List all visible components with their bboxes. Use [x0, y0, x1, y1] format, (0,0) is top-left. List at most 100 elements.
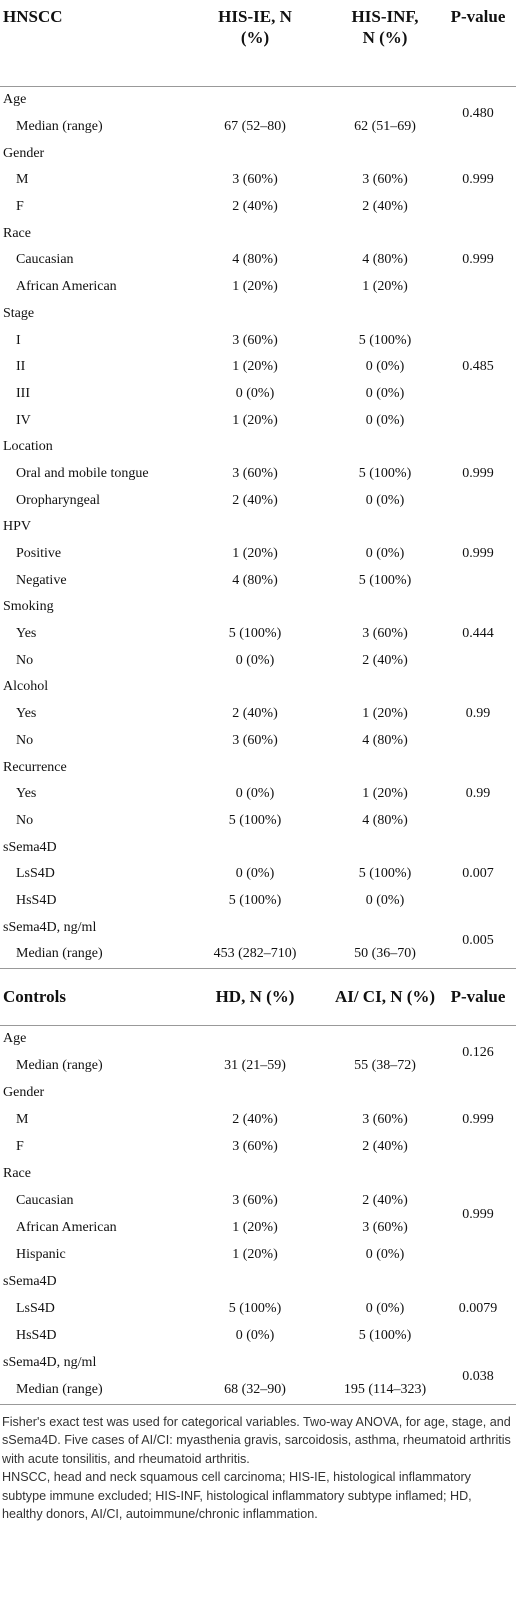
- p-value: 0.999: [462, 172, 494, 188]
- row-label: II: [16, 359, 26, 375]
- empty-cell: [330, 674, 440, 701]
- header-text: AI/ CI, N (%): [334, 987, 436, 1007]
- empty-cell: [330, 1350, 440, 1377]
- p-value: 0.999: [462, 1206, 494, 1222]
- header-cell: HD, N (%): [180, 968, 330, 1026]
- table-header: HNSCC HIS-IE, N (%) HIS-INF, N (%) P-value: [0, 0, 516, 87]
- data-row: Median (range) 453 (282–710) 50 (36–70): [0, 941, 516, 968]
- p-value: 0.444: [462, 626, 494, 642]
- empty-cell: [180, 434, 330, 461]
- row-label: M: [16, 172, 29, 188]
- footnote: Fisher's exact test was used for categor…: [0, 1405, 516, 1524]
- group-label: Stage: [3, 305, 35, 321]
- p-value: 0.007: [462, 866, 494, 882]
- empty-cell: [180, 594, 330, 621]
- value-cell: 0 (0%): [235, 385, 275, 401]
- group-label: sSema4D, ng/ml: [3, 919, 97, 935]
- header-cell: HIS-IE, N (%): [180, 0, 330, 87]
- row-label: HsS4D: [16, 892, 57, 908]
- group-row: Recurrence 0.99: [0, 754, 516, 802]
- value-cell: 2 (40%): [362, 652, 408, 668]
- group-row: HPV 0.999: [0, 514, 516, 561]
- data-row: Yes 5 (100%) 3 (60%): [0, 621, 516, 648]
- empty-cell: [330, 1025, 440, 1053]
- empty-cell: [180, 220, 330, 247]
- data-row: LsS4D 5 (100%) 0 (0%): [0, 1296, 516, 1323]
- value-cell: 1 (20%): [232, 359, 278, 375]
- group-row: Gender 0.999: [0, 140, 516, 188]
- data-table: HNSCC HIS-IE, N (%) HIS-INF, N (%) P-value A…: [0, 0, 516, 969]
- empty-cell: [330, 514, 440, 541]
- empty-cell: [330, 834, 440, 861]
- data-row: IV 1 (20%) 0 (0%): [0, 407, 516, 434]
- value-cell: 62 (51–69): [354, 119, 416, 135]
- empty-cell: [180, 87, 330, 114]
- header-row: Controls HD, N (%) AI/ CI, N (%) P-value: [0, 968, 516, 1026]
- empty-cell: [330, 914, 440, 941]
- value-cell: 0 (0%): [365, 1301, 405, 1317]
- value-cell: 3 (60%): [232, 172, 278, 188]
- empty-cell: [330, 594, 440, 621]
- group-row: sSema4D, ng/ml 0.038: [0, 1350, 516, 1384]
- value-cell: 5 (100%): [358, 332, 412, 348]
- header-text: HIS-INF, N (%): [351, 7, 419, 47]
- group-row: Age 0.126: [0, 1025, 516, 1060]
- group-row: Race 0.999: [0, 1161, 516, 1222]
- group-label: Race: [3, 225, 31, 241]
- header-row: HNSCC HIS-IE, N (%) HIS-INF, N (%) P-value: [0, 0, 516, 87]
- value-cell: 0 (0%): [365, 892, 405, 908]
- group-label: Age: [3, 1031, 27, 1047]
- group-label: Gender: [3, 1085, 45, 1101]
- group-row: Location 0.999: [0, 434, 516, 481]
- table-body: Age 0.126 Median (range) 31 (21–59) 55 (38–7…: [0, 1025, 516, 1404]
- value-cell: 2 (40%): [232, 199, 278, 215]
- empty-cell: [330, 140, 440, 167]
- group-label: Alcohol: [3, 679, 49, 695]
- data-row: No 3 (60%) 4 (80%): [0, 728, 516, 755]
- data-row: Yes 2 (40%) 1 (20%): [0, 701, 516, 728]
- data-row: Positive 1 (20%) 0 (0%): [0, 541, 516, 568]
- value-cell: 1 (20%): [362, 786, 408, 802]
- value-cell: 2 (40%): [362, 1193, 408, 1209]
- group-row: Age 0.480: [0, 87, 516, 120]
- row-label: HsS4D: [16, 1328, 57, 1344]
- header-cell: P-value: [440, 0, 516, 87]
- value-cell: 0 (0%): [235, 866, 275, 882]
- value-cell: 195 (114–323): [343, 1382, 427, 1398]
- value-cell: 50 (36–70): [354, 946, 416, 962]
- data-row: F 3 (60%) 2 (40%): [0, 1134, 516, 1161]
- value-cell: 5 (100%): [228, 892, 282, 908]
- value-cell: 31 (21–59): [224, 1058, 286, 1074]
- empty-cell: [330, 1161, 440, 1188]
- row-label: Caucasian: [16, 1193, 74, 1209]
- header-cell: P-value: [440, 968, 516, 1026]
- data-row: African American 1 (20%) 1 (20%): [0, 274, 516, 301]
- group-label: Gender: [3, 145, 45, 161]
- value-cell: 2 (40%): [362, 199, 408, 215]
- group-label: Location: [3, 439, 53, 455]
- value-cell: 1 (20%): [232, 546, 278, 562]
- value-cell: 0 (0%): [365, 385, 405, 401]
- row-label: Oropharyngeal: [16, 492, 100, 508]
- header-text: HIS-IE, N (%): [218, 7, 292, 47]
- row-label: Negative: [16, 572, 67, 588]
- row-label: Positive: [16, 546, 62, 562]
- value-cell: 0 (0%): [365, 359, 405, 375]
- group-label: Age: [3, 92, 27, 108]
- value-cell: 4 (80%): [362, 812, 408, 828]
- value-cell: 3 (60%): [232, 332, 278, 348]
- data-row: Negative 4 (80%) 5 (100%): [0, 567, 516, 594]
- row-label: LsS4D: [16, 1301, 55, 1317]
- group-row: Race 0.999: [0, 220, 516, 268]
- data-row: II 1 (20%) 0 (0%): [0, 354, 516, 381]
- group-label: Smoking: [3, 599, 54, 615]
- value-cell: 3 (60%): [232, 732, 278, 748]
- row-label: Yes: [16, 706, 37, 722]
- header-text: P-value: [450, 7, 506, 26]
- value-cell: 5 (100%): [228, 626, 282, 642]
- value-cell: 67 (52–80): [224, 119, 286, 135]
- row-label: Median (range): [16, 946, 103, 962]
- row-label: M: [16, 1112, 29, 1128]
- row-label: Oral and mobile tongue: [16, 465, 149, 481]
- table-body: Age 0.480 Median (range) 67 (52–80) 62 (51–6…: [0, 87, 516, 969]
